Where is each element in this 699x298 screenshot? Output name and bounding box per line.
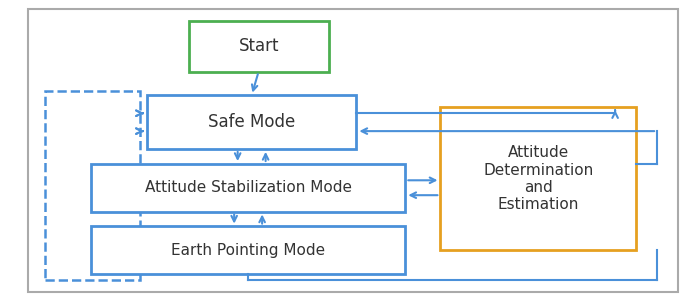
Text: Attitude Stabilization Mode: Attitude Stabilization Mode [145,180,352,195]
Bar [440,107,636,250]
Text: Attitude
Determination
and
Estimation: Attitude Determination and Estimation [483,145,593,212]
Bar [147,95,356,149]
Text: Start: Start [238,37,279,55]
Text: Earth Pointing Mode: Earth Pointing Mode [171,243,325,258]
Bar [91,226,405,274]
Bar [189,21,329,72]
Text: Safe Mode: Safe Mode [208,113,295,131]
Bar [91,164,405,212]
Bar [45,91,140,280]
